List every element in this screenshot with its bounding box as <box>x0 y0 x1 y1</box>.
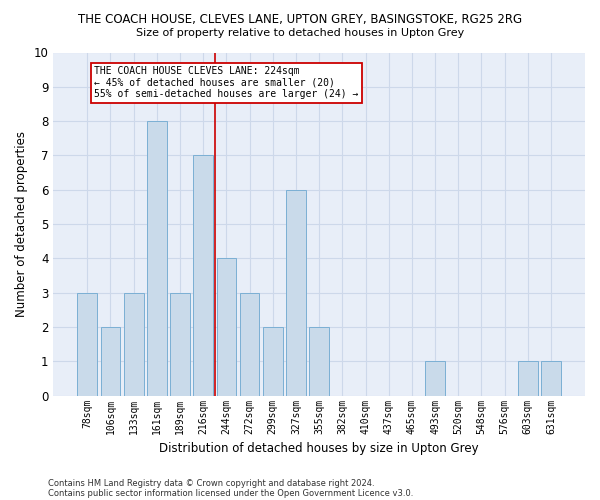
Bar <box>77 292 97 396</box>
Text: Contains HM Land Registry data © Crown copyright and database right 2024.: Contains HM Land Registry data © Crown c… <box>48 478 374 488</box>
Bar <box>124 292 143 396</box>
Bar <box>240 292 259 396</box>
Bar <box>263 327 283 396</box>
Bar <box>170 292 190 396</box>
Y-axis label: Number of detached properties: Number of detached properties <box>15 131 28 317</box>
Bar <box>193 156 213 396</box>
Bar <box>425 362 445 396</box>
Bar <box>541 362 561 396</box>
X-axis label: Distribution of detached houses by size in Upton Grey: Distribution of detached houses by size … <box>160 442 479 455</box>
Bar <box>101 327 121 396</box>
Text: THE COACH HOUSE, CLEVES LANE, UPTON GREY, BASINGSTOKE, RG25 2RG: THE COACH HOUSE, CLEVES LANE, UPTON GREY… <box>78 12 522 26</box>
Text: THE COACH HOUSE CLEVES LANE: 224sqm
← 45% of detached houses are smaller (20)
55: THE COACH HOUSE CLEVES LANE: 224sqm ← 45… <box>94 66 359 100</box>
Bar <box>217 258 236 396</box>
Bar <box>309 327 329 396</box>
Bar <box>286 190 306 396</box>
Text: Contains public sector information licensed under the Open Government Licence v3: Contains public sector information licen… <box>48 488 413 498</box>
Text: Size of property relative to detached houses in Upton Grey: Size of property relative to detached ho… <box>136 28 464 38</box>
Bar <box>147 121 167 396</box>
Bar <box>518 362 538 396</box>
